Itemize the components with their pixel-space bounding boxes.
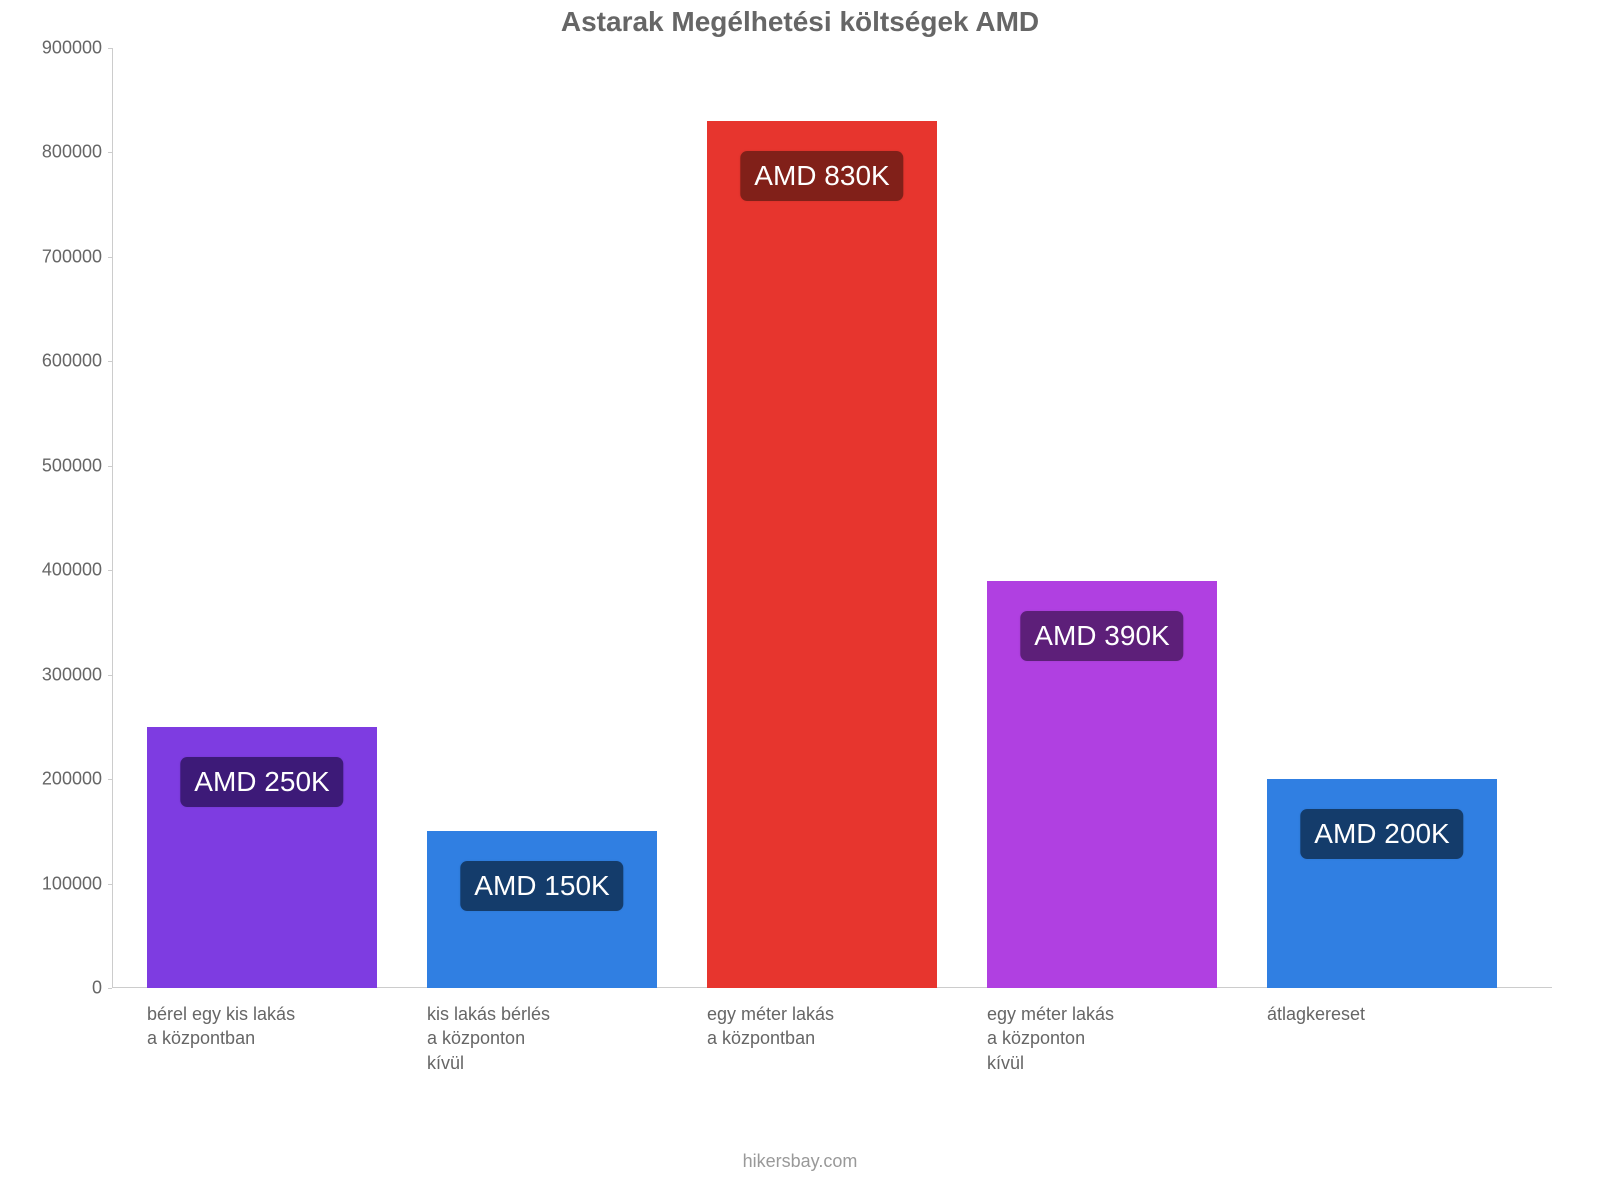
x-category-label: átlagkereset [1267,1002,1365,1026]
y-tick-label: 100000 [12,873,102,894]
y-tick-mark [108,988,112,989]
y-tick-label: 700000 [12,246,102,267]
bar-value-label: AMD 250K [180,757,343,807]
y-tick-label: 800000 [12,142,102,163]
source-label: hikersbay.com [0,1151,1600,1172]
y-tick-label: 0 [12,978,102,999]
bar-value-label: AMD 150K [460,861,623,911]
y-tick-label: 500000 [12,455,102,476]
y-axis-line [112,48,113,988]
y-tick-label: 200000 [12,769,102,790]
x-category-label: kis lakás bérlés a központon kívül [427,1002,550,1075]
x-category-label: egy méter lakás a központon kívül [987,1002,1114,1075]
y-tick-label: 400000 [12,560,102,581]
bar [707,121,937,988]
cost-of-living-chart: Astarak Megélhetési költségek AMD 0 10000… [0,0,1600,1200]
x-category-label: egy méter lakás a központban [707,1002,834,1051]
y-tick-label: 600000 [12,351,102,372]
chart-title: Astarak Megélhetési költségek AMD [0,6,1600,38]
y-tick-label: 900000 [12,38,102,59]
bar-value-label: AMD 830K [740,151,903,201]
bar-value-label: AMD 390K [1020,611,1183,661]
plot-area: AMD 250K AMD 150K AMD 830K AMD 390K AMD 200K [112,48,1552,988]
bar-value-label: AMD 200K [1300,809,1463,859]
x-category-label: bérel egy kis lakás a központban [147,1002,295,1051]
y-tick-label: 300000 [12,664,102,685]
